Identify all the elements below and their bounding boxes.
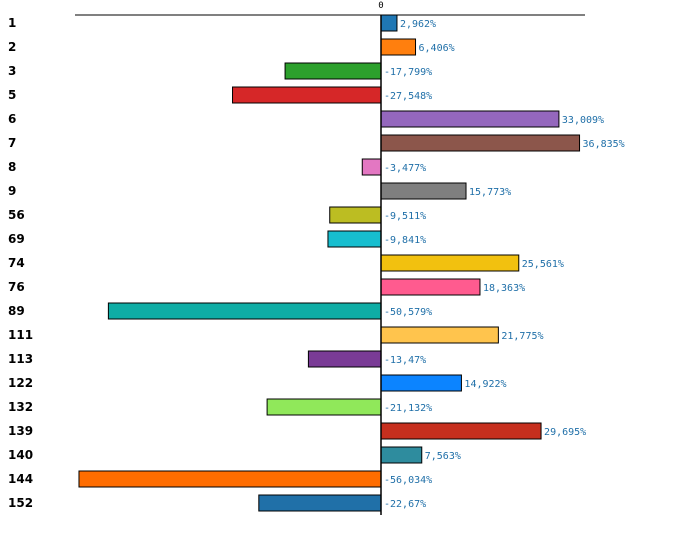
bar bbox=[380, 254, 520, 272]
category-label: 3 bbox=[8, 64, 16, 78]
category-label: 9 bbox=[8, 184, 16, 198]
bar bbox=[380, 278, 481, 296]
bar bbox=[380, 38, 417, 56]
category-label: 8 bbox=[8, 160, 16, 174]
category-label: 111 bbox=[8, 328, 33, 342]
bar bbox=[327, 230, 382, 248]
category-label: 6 bbox=[8, 112, 16, 126]
bar bbox=[232, 86, 382, 104]
bar bbox=[258, 494, 382, 512]
category-label: 69 bbox=[8, 232, 25, 246]
category-label: 89 bbox=[8, 304, 25, 318]
value-label: 2,962% bbox=[400, 19, 436, 30]
category-label: 5 bbox=[8, 88, 16, 102]
value-label: 29,695% bbox=[544, 427, 586, 438]
value-label: -21,132% bbox=[384, 403, 432, 414]
value-label: -50,579% bbox=[384, 307, 432, 318]
bar bbox=[266, 398, 382, 416]
category-label: 139 bbox=[8, 424, 33, 438]
category-label: 2 bbox=[8, 40, 16, 54]
value-label: 21,775% bbox=[501, 331, 543, 342]
category-label: 132 bbox=[8, 400, 33, 414]
bar bbox=[380, 134, 581, 152]
category-label: 113 bbox=[8, 352, 33, 366]
bar bbox=[380, 422, 542, 440]
category-label: 7 bbox=[8, 136, 16, 150]
bar bbox=[361, 158, 382, 176]
bars-group: 1 2,962% 2 6,406% 3 -17,799% 5 -27,548% 6 33,009%… bbox=[8, 14, 625, 512]
bar bbox=[107, 302, 382, 320]
category-label: 1 bbox=[8, 16, 16, 30]
value-label: -9,841% bbox=[384, 235, 426, 246]
bar bbox=[380, 446, 423, 464]
value-label: 14,922% bbox=[464, 379, 506, 390]
value-label: 36,835% bbox=[583, 139, 625, 150]
bar bbox=[380, 110, 560, 128]
zero-tick-label: 0 bbox=[378, 1, 383, 11]
value-label: -17,799% bbox=[384, 67, 432, 78]
bar bbox=[307, 350, 382, 368]
bar bbox=[380, 326, 499, 344]
category-label: 56 bbox=[8, 208, 25, 222]
value-label: 33,009% bbox=[562, 115, 604, 126]
value-label: -3,477% bbox=[384, 163, 426, 174]
bar bbox=[284, 62, 382, 80]
category-label: 140 bbox=[8, 448, 33, 462]
category-label: 152 bbox=[8, 496, 33, 510]
bar bbox=[380, 182, 467, 200]
category-label: 76 bbox=[8, 280, 25, 294]
bar bbox=[380, 374, 462, 392]
value-label: 18,363% bbox=[483, 283, 525, 294]
category-label: 74 bbox=[8, 256, 25, 270]
category-label: 144 bbox=[8, 472, 33, 486]
value-label: 7,563% bbox=[425, 451, 461, 462]
value-label: -13,47% bbox=[384, 355, 426, 366]
value-label: -27,548% bbox=[384, 91, 432, 102]
value-label: -9,511% bbox=[384, 211, 426, 222]
value-label: 15,773% bbox=[469, 187, 511, 198]
value-label: 6,406% bbox=[419, 43, 455, 54]
category-label: 122 bbox=[8, 376, 33, 390]
bar bbox=[329, 206, 382, 224]
value-label: -22,67% bbox=[384, 499, 426, 510]
bar bbox=[380, 14, 398, 32]
value-label: -56,034% bbox=[384, 475, 432, 486]
bar bbox=[78, 470, 382, 488]
value-label: 25,561% bbox=[522, 259, 564, 270]
